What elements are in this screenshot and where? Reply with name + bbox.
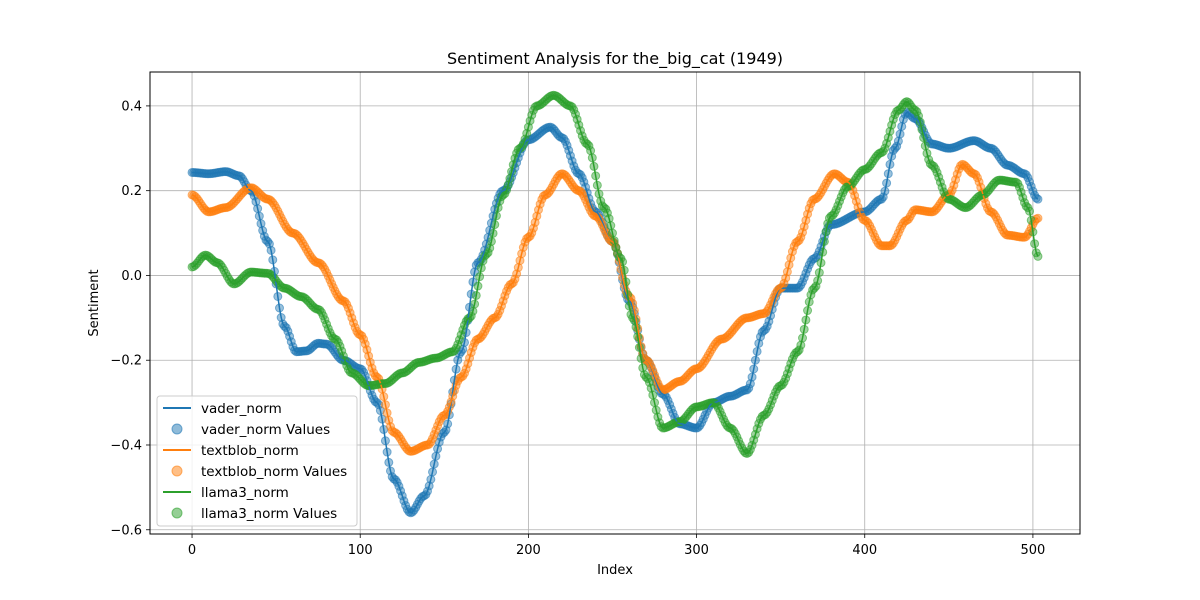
legend-label: vader_norm Values xyxy=(201,422,330,438)
chart-title: Sentiment Analysis for the_big_cat (1949… xyxy=(447,49,783,69)
legend-label: textblob_norm xyxy=(201,443,299,459)
legend-label: llama3_norm xyxy=(201,485,289,501)
x-tick-label: 300 xyxy=(684,543,709,558)
x-tick-label: 0 xyxy=(188,543,196,558)
legend: vader_norm vader_norm Values textblob_norm… xyxy=(156,395,358,527)
y-tick-label: −0.2 xyxy=(110,354,142,369)
legend-point-marker xyxy=(171,507,183,519)
x-tick-label: 200 xyxy=(516,543,541,558)
x-tick-label: 400 xyxy=(852,543,877,558)
llama3_norm-line xyxy=(191,94,1039,455)
x-tick-label: 500 xyxy=(1020,543,1045,558)
legend-label: textblob_norm Values xyxy=(201,464,347,480)
axis-ticks: 0 100 200 300 400 500 −0.6 −0.4 −0.2 0.0 0.2 0.4 xyxy=(110,99,1045,558)
y-tick-label: −0.6 xyxy=(110,523,142,538)
legend-box xyxy=(156,395,358,527)
legend-label: vader_norm xyxy=(201,401,282,417)
series-lines xyxy=(191,94,1039,514)
x-tick-label: 100 xyxy=(348,543,373,558)
legend-point-marker xyxy=(171,423,183,435)
legend-label: llama3_norm Values xyxy=(201,506,337,522)
y-tick-label: −0.4 xyxy=(110,438,142,453)
legend-point-marker xyxy=(171,465,183,477)
y-tick-label: 0.0 xyxy=(121,269,142,284)
x-axis-label: Index xyxy=(597,563,633,578)
plot-frame xyxy=(149,71,1081,535)
y-tick-label: 0.4 xyxy=(121,99,142,114)
y-axis-label: Sentiment xyxy=(87,269,102,336)
y-tick-label: 0.2 xyxy=(121,184,142,199)
